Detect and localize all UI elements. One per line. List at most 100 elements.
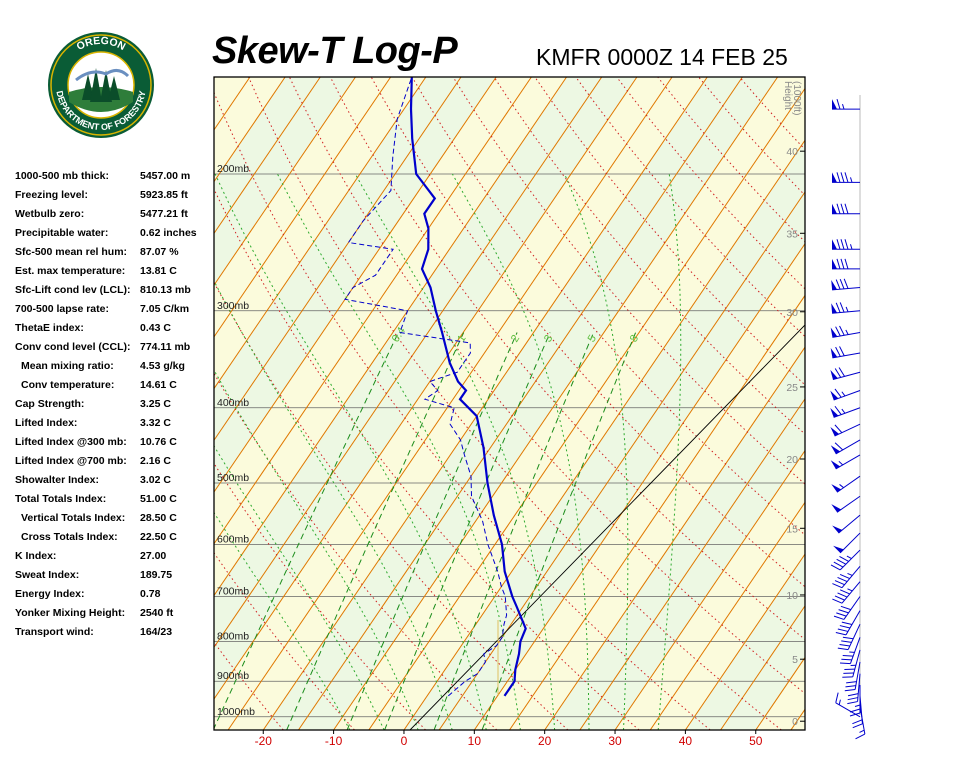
isotherm-line <box>262 77 708 730</box>
x-tick-label: -10 <box>325 734 343 748</box>
wind-barb-flag <box>835 326 841 337</box>
dry-adiabat <box>214 188 640 730</box>
index-label: Freezing level: <box>15 189 88 201</box>
wind-barb-flag <box>847 693 859 697</box>
oregon-forestry-logo: OREGON DEPARTMENT OF FORESTRY <box>48 32 154 138</box>
index-value: 3.32 C <box>140 417 171 429</box>
x-tick-label: 10 <box>468 734 482 748</box>
wind-barb-flag <box>837 647 849 651</box>
wind-barb-half <box>838 699 841 705</box>
wind-barb-half <box>839 484 844 489</box>
index-row: Showalter Index: 3.02 C <box>15 472 215 491</box>
isotherm-line <box>333 77 779 730</box>
mixing-ratio-label: 5 <box>586 333 599 345</box>
index-value: 189.75 <box>140 569 173 581</box>
index-value: 0.43 C <box>140 322 171 334</box>
wind-barb-flag <box>846 681 857 684</box>
isotherm-line <box>214 77 567 597</box>
wind-barb <box>830 325 861 338</box>
isobar-label: 1000mb <box>217 706 255 718</box>
wind-barb-flag <box>842 636 854 640</box>
index-label: Precipitable water: <box>15 227 109 239</box>
wind-barb-half <box>850 177 853 183</box>
wind-barb-pennant <box>830 390 839 401</box>
index-value: 3.02 C <box>140 474 171 486</box>
isotherm-line <box>579 398 805 730</box>
wind-barb-half <box>845 329 849 335</box>
wind-barb <box>842 649 861 678</box>
isotherm-line <box>0 77 109 730</box>
wind-barb-flag <box>832 583 843 589</box>
wind-barb-flag <box>838 367 845 377</box>
mixing-ratio-label: 2 <box>509 333 522 345</box>
index-label: Conv cond level (CCL): <box>15 341 131 353</box>
wind-barb-flag <box>839 589 850 595</box>
wind-barb-flag <box>832 598 843 604</box>
wind-barb <box>830 346 861 359</box>
wind-barb-shaft <box>847 624 861 650</box>
dry-adiabat <box>493 77 805 435</box>
wind-barb-half <box>842 103 845 110</box>
isobar-label: 700mb <box>217 585 249 597</box>
sounding <box>344 77 527 697</box>
mixing-ratio-label: 8 <box>628 333 641 345</box>
wind-barb-flag <box>833 561 844 568</box>
index-value: 5457.00 m <box>140 170 191 182</box>
wind-barb-half <box>846 555 852 560</box>
moist-adiabat <box>277 173 521 730</box>
wind-barb-shaft <box>849 637 861 664</box>
isobar-label: 900mb <box>217 670 249 682</box>
index-label: Transport wind: <box>15 626 94 638</box>
index-value: 774.11 mb <box>140 341 191 353</box>
moist-adiabat <box>214 369 419 730</box>
wind-barb-flag <box>840 239 845 250</box>
wind-barb-half <box>847 572 853 576</box>
wind-barb-pennant <box>830 327 838 338</box>
wind-barb-half <box>841 391 846 397</box>
wind-barb-flag <box>844 203 849 214</box>
wind-barb-shaft <box>852 649 861 678</box>
isotherm-line <box>509 294 805 730</box>
index-row: ThetaE index: 0.43 C <box>15 320 215 339</box>
index-label: Total Totals Index: <box>15 493 107 505</box>
index-row: 1000-500 mb thick: 5457.00 m <box>15 168 215 187</box>
wind-barb-flag <box>847 697 859 701</box>
index-value: 28.50 C <box>140 512 177 524</box>
index-row: Freezing level: 5923.85 ft <box>15 187 215 206</box>
wind-barb <box>830 423 861 437</box>
index-value: 87.07 % <box>140 246 179 258</box>
background-lines: 0.4 1 2 3 5 8 <box>0 77 805 730</box>
height-axis-title: (1000ft) <box>791 81 802 115</box>
isotherm-line <box>214 77 427 390</box>
wind-barb-flag <box>843 278 849 289</box>
wind-barb-flag <box>833 615 845 620</box>
wind-barb-flag <box>834 424 843 434</box>
wind-barb-flag <box>852 723 863 729</box>
dry-adiabat <box>370 77 805 588</box>
wind-barb-flag <box>839 325 845 336</box>
mixing-ratio-line <box>214 332 399 730</box>
reference-line <box>409 324 805 730</box>
index-value: 7.05 C/km <box>140 303 190 315</box>
index-label: Yonker Mixing Height: <box>15 607 126 619</box>
index-label: Sweat Index: <box>15 569 80 581</box>
wind-barb-shaft <box>857 673 861 702</box>
index-label: Lifted Index: <box>15 417 78 429</box>
chart-title: Skew-T Log-P <box>212 30 458 72</box>
wind-barb-shaft <box>834 423 861 437</box>
wind-barb-flag <box>836 558 847 565</box>
stability-indices-panel: 1000-500 mb thick: 5457.00 m Freezing leve… <box>15 168 215 643</box>
index-value: 51.00 C <box>140 493 177 505</box>
wind-barb-flag <box>840 203 845 214</box>
wind-barb <box>830 549 861 571</box>
moist-adiabat <box>214 445 385 730</box>
station-time-label: KMFR 0000Z 14 FEB 25 <box>536 44 788 70</box>
index-row: Est. max temperature: 13.81 C <box>15 263 215 282</box>
index-row: Cap Strength: 3.25 C <box>15 396 215 415</box>
index-row: Lifted Index @700 mb: 2.16 C <box>15 453 215 472</box>
index-value: 22.50 C <box>140 531 177 543</box>
wind-barb-shaft <box>854 661 861 690</box>
index-value: 0.78 <box>140 588 161 600</box>
wind-barb-flag <box>841 658 852 661</box>
wind-barb <box>831 495 861 513</box>
